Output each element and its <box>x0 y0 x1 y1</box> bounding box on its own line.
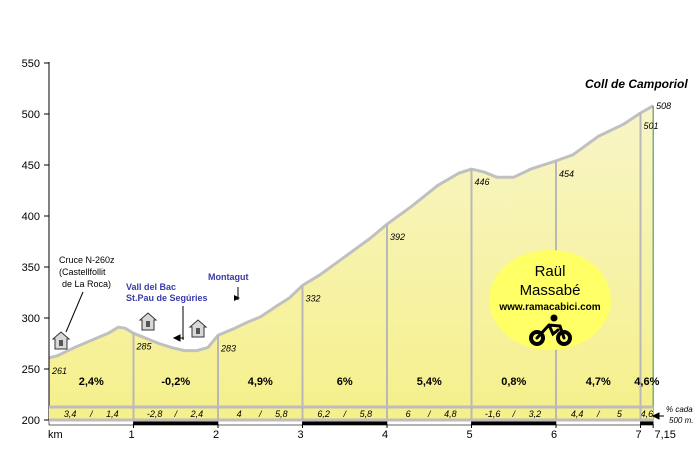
detail-band <box>49 407 654 420</box>
detail-note-line-2: 500 m. <box>669 416 693 425</box>
segment-detail-value: -1,6 <box>485 409 501 419</box>
y-tick-label: 250 <box>22 364 40 376</box>
altitude-point-label: 508 <box>656 101 671 111</box>
x-tick-label: 4 <box>382 429 388 441</box>
segment-detail-separator: / <box>511 409 516 419</box>
segment-detail-value: 2,4 <box>190 409 204 419</box>
segment-detail-value: 4,6 <box>641 409 654 419</box>
arrow-left-icon <box>172 334 184 342</box>
y-tick-label: 500 <box>22 109 40 121</box>
segment-detail-value: 4,4 <box>571 409 584 419</box>
altitude-point-label: 446 <box>475 177 490 187</box>
segment-detail-value: 4,8 <box>444 409 457 419</box>
profile-layer <box>48 104 654 421</box>
segment-detail-value: -2,8 <box>147 409 163 419</box>
y-tick-label: 550 <box>22 58 40 70</box>
segment-detail-separator: / <box>89 409 94 419</box>
segment-detail-value: 5,8 <box>275 409 288 419</box>
altitude-point-label: 332 <box>306 293 321 303</box>
segment-gradient-label: 4,6% <box>634 376 659 388</box>
y-tick-label: 350 <box>22 262 40 274</box>
segment-detail-separator: / <box>258 409 263 419</box>
x-axis-bar-segment <box>386 420 472 426</box>
x-axis-bar-segment <box>640 420 654 426</box>
segment-detail-value: 3,2 <box>529 409 542 419</box>
segment-detail-value: 5,8 <box>360 409 373 419</box>
x-axis-bar-segment <box>217 420 303 426</box>
y-tick-label: 400 <box>22 211 40 223</box>
altitude-point-label: 261 <box>51 366 67 376</box>
segment-detail-value: 3,4 <box>64 409 77 419</box>
annotation-cruce-line-1: Cruce N-260z <box>59 255 115 265</box>
bicycle-icon <box>529 314 572 346</box>
arrow-left-icon <box>651 412 664 420</box>
annotation-vall-line-2: St.Pau de Segúries <box>126 293 208 303</box>
x-tick-label: 7 <box>635 429 641 441</box>
segment-detail-value: 6 <box>406 409 411 419</box>
segment-detail-separator: / <box>427 409 432 419</box>
annotation-vall-line-1: Vall del Bac <box>126 282 176 292</box>
segment-detail-separator: / <box>342 409 347 419</box>
altitude-point-label: 501 <box>644 121 659 131</box>
segment-detail-value: 4 <box>237 409 242 419</box>
annotation-layer: Cruce N-260z (Castellfollit de La Roca) … <box>51 77 693 425</box>
y-tick-label: 450 <box>22 160 40 172</box>
author-name-line-2: Massabé <box>520 282 581 299</box>
x-tick-label: 2 <box>213 429 219 441</box>
annotation-cruce-pointer <box>65 291 84 333</box>
y-tick-label: 200 <box>22 415 40 427</box>
segment-gradient-label: 2,4% <box>79 376 104 388</box>
segment-detail-separator: / <box>596 409 601 419</box>
segment-detail-separator: / <box>173 409 178 419</box>
house-icon <box>138 312 158 331</box>
segment-gradient-label: 6% <box>337 376 353 388</box>
x-tick-label: 3 <box>297 429 303 441</box>
annotation-cruce-line-3: de La Roca) <box>62 279 111 289</box>
house-icon <box>51 331 71 350</box>
detail-note-line-1: % cada <box>666 405 693 414</box>
altitude-point-label: 285 <box>136 341 153 351</box>
arrow-right-icon <box>234 295 240 301</box>
segment-gradient-label: 0,8% <box>501 376 526 388</box>
x-tick-label: 1 <box>128 429 134 441</box>
labels-layer: 261 285 283 332 392 446 454 501 508 <box>51 101 671 376</box>
altitude-point-label: 454 <box>559 169 574 179</box>
segment-gradient-label: 5,4% <box>417 376 442 388</box>
x-axis-bar-segment <box>302 420 388 426</box>
x-axis-bar-segment <box>555 420 641 426</box>
segment-gradient-label: 4,7% <box>586 376 611 388</box>
annotation-montagut: Montagut <box>208 272 249 282</box>
author-name-line-1: Raül <box>535 263 566 280</box>
house-icon <box>188 319 208 338</box>
segment-layer: 2,4% 3,4 / 1,4 -0,2% -2,8 / 2,4 4,9% 4 / 5,8 6% 6,2 / 5… <box>49 376 660 422</box>
y-tick-label: 300 <box>22 313 40 325</box>
x-axis-label: km <box>48 429 63 441</box>
x-axis-bar-segment <box>471 420 557 426</box>
altitude-point-label: 392 <box>390 232 405 242</box>
author-badge: Raül Massabé www.ramacabici.com <box>489 250 611 350</box>
annotation-cruce-line-2: (Castellfollit <box>59 267 106 277</box>
x-tick-label: 7,15 <box>654 429 675 441</box>
x-tick-label: 5 <box>466 429 472 441</box>
profile-line <box>48 104 654 360</box>
segment-detail-value: 6,2 <box>317 409 330 419</box>
segment-detail-value: 5 <box>617 409 623 419</box>
profile-area <box>49 105 654 421</box>
x-tick-label: 6 <box>551 429 557 441</box>
altitude-point-label: 283 <box>220 343 236 353</box>
axes-layer: 200 250 300 350 400 450 500 550 km 1 2 3 4 5 6 7 7,15 <box>22 58 676 441</box>
x-axis-bar-segment <box>48 420 134 426</box>
segment-detail-value: 1,4 <box>106 409 119 419</box>
x-axis-bar-segment <box>133 420 219 426</box>
chart-title: Coll de Camporiol <box>585 77 688 91</box>
segment-gradient-label: 4,9% <box>248 376 273 388</box>
author-url: www.ramacabici.com <box>498 302 600 313</box>
segment-gradient-label: -0,2% <box>161 376 190 388</box>
